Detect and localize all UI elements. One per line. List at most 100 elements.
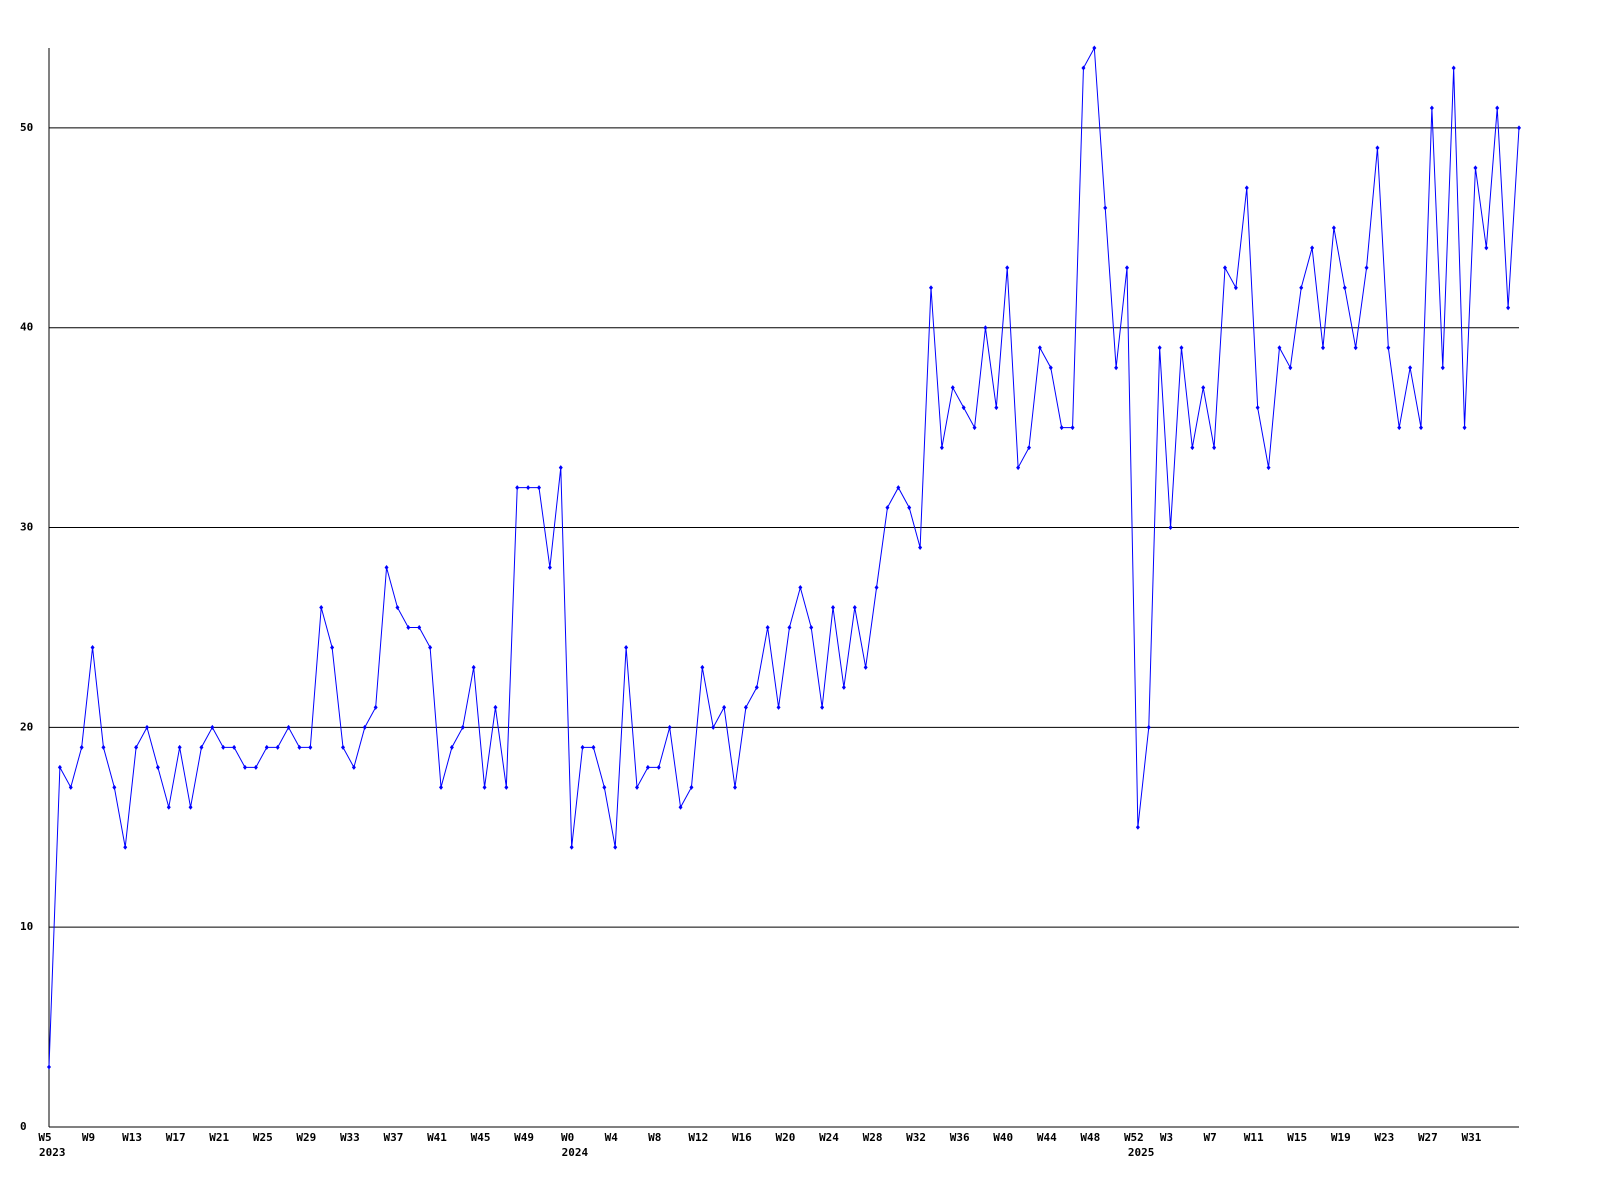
data-point [983,325,988,331]
data-point [526,485,531,491]
x-tick-label: W49 [514,1131,534,1144]
data-point [351,764,356,770]
data-point [852,604,857,610]
data-point [994,405,999,411]
data-point [635,784,639,790]
data-point [449,744,454,750]
x-tick-label: W40 [993,1131,1013,1144]
x-tick-label: W19 [1331,1131,1351,1144]
x-tick-label: W17 [166,1131,186,1144]
data-point [297,744,302,750]
data-point [1016,465,1021,471]
data-point [1048,365,1053,371]
data-point [1397,425,1402,431]
x-tick-label: W8 [648,1131,661,1144]
x-tick-label: W12 [688,1131,708,1144]
data-point [918,545,923,551]
data-point [253,764,258,770]
data-point [504,784,509,790]
data-point [820,704,825,710]
y-tick-label: 50 [20,121,33,134]
data-point [1462,425,1467,431]
data-point [1179,345,1184,351]
x-tick-label: W27 [1418,1131,1438,1144]
data-point [569,844,574,850]
y-tick-label: 10 [20,920,33,933]
data-point [624,644,629,650]
x-tick-label: W0 [561,1131,574,1144]
data-point [166,804,171,810]
data-point [1342,285,1347,291]
x-tick-label: W20 [776,1131,796,1144]
data-point [972,425,977,431]
data-point [537,485,541,491]
data-point [645,764,650,770]
data-point [1277,345,1282,351]
data-point [1429,105,1434,111]
x-tick-label: W3 [1160,1131,1173,1144]
data-point [1255,405,1260,411]
data-point [689,784,694,790]
data-point [1233,285,1238,291]
data-point [678,804,683,810]
data-point [177,744,182,750]
data-point [1037,345,1042,351]
data-point [656,764,661,770]
year-label: 2025 [1128,1146,1155,1159]
data-point [841,684,846,690]
data-point [558,465,563,471]
data-point [1266,465,1271,471]
data-point [831,604,835,610]
data-point [896,485,901,491]
y-tick-label: 20 [20,720,33,733]
data-point [155,764,160,770]
data-point [1408,365,1413,371]
data-point [1440,365,1445,371]
data-point [308,744,313,750]
data-point [1103,205,1108,211]
x-tick-label: W24 [819,1131,839,1144]
data-point [439,784,443,790]
data-point [1070,425,1075,431]
data-point [319,604,324,610]
x-tick-label: W5 [38,1131,51,1144]
y-tick-label: 30 [20,521,33,534]
x-tick-label: W44 [1037,1131,1057,1144]
data-point [460,724,465,730]
x-tick-label: W37 [384,1131,404,1144]
data-point [700,664,705,670]
data-point [1386,345,1391,351]
data-point [1114,365,1119,371]
data-point [221,744,226,750]
data-point [743,704,748,710]
x-tick-label: W52 [1124,1131,1144,1144]
data-point [711,724,716,730]
x-tick-label: W33 [340,1131,360,1144]
data-point [1092,45,1097,51]
x-tick-label: W32 [906,1131,926,1144]
data-point [1310,245,1315,251]
data-point [776,704,781,710]
x-tick-label: W21 [209,1131,229,1144]
x-tick-label: W48 [1080,1131,1100,1144]
data-point [722,704,727,710]
data-point [515,485,520,491]
data-point [482,784,487,790]
data-point [765,624,770,630]
data-point [1005,265,1010,271]
x-tick-label: W4 [605,1131,619,1144]
data-point [580,744,585,750]
data-point [950,385,955,391]
data-point [1190,445,1195,451]
data-point [199,744,204,750]
data-point [939,445,944,451]
data-point [863,664,868,670]
data-point [667,724,672,730]
data-point [1125,265,1129,271]
data-point [493,704,498,710]
data-point [264,744,269,750]
data-point [1201,385,1206,391]
data-point [1244,185,1249,191]
x-tick-label: W31 [1462,1131,1482,1144]
